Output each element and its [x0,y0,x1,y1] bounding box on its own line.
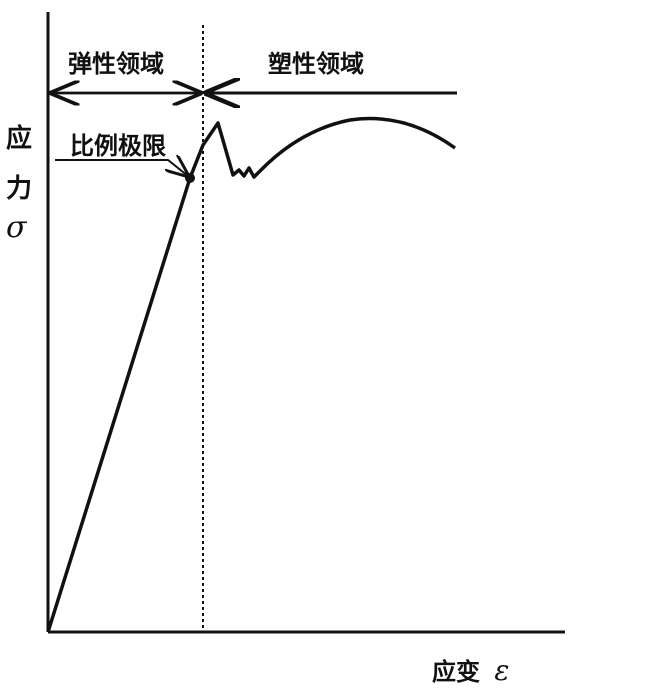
y-axis-symbol-sigma: σ [6,210,27,245]
x-axis-label: 应变 ε [432,652,509,687]
proportional-limit-label: 比例极限 [70,132,166,160]
x-axis-symbol-epsilon: ε [494,654,510,687]
x-axis-label-text: 应变 [432,658,480,686]
y-axis-label-char1: 应 [6,124,33,154]
y-axis-label-char2: 力 [6,174,33,204]
proportional-limit-pointer [55,160,188,176]
stress-strain-curve [46,116,457,633]
plastic-region-label: 塑性领域 [268,50,364,78]
elastic-region-label: 弹性领域 [68,50,164,78]
